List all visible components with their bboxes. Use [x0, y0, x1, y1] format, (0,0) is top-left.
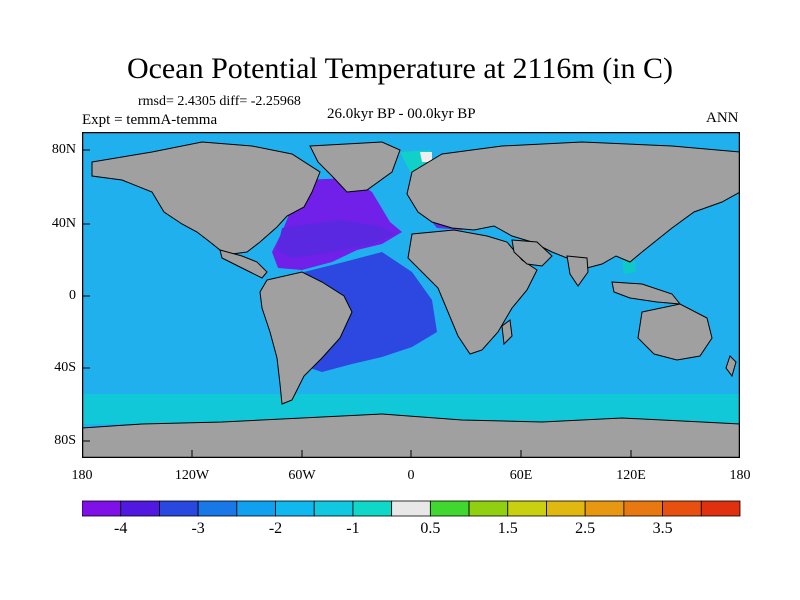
colorbar-cell	[662, 500, 702, 517]
map-plot	[82, 132, 740, 458]
new-zealand	[725, 355, 737, 378]
colorbar-label: -4	[114, 520, 128, 537]
greenland	[309, 141, 401, 193]
lat-tick-label: 40S	[54, 360, 76, 375]
madagascar	[501, 319, 513, 346]
colorbar-cell	[275, 500, 315, 517]
north-america	[91, 141, 321, 255]
stats-text: rmsd= 2.4305 diff= -2.25968	[138, 94, 301, 109]
central-america	[219, 249, 268, 279]
colorbar-label: 1.5	[497, 520, 518, 537]
colorbar-cell	[468, 500, 509, 517]
eurasia	[406, 141, 740, 269]
colorbar-cell	[120, 500, 160, 517]
colorbar-label: 2.5	[575, 520, 596, 537]
colorbar-label: 0.5	[420, 520, 441, 537]
australia	[637, 303, 713, 361]
arctic-white-patch	[420, 152, 432, 162]
colorbar-cell	[352, 500, 393, 517]
lat-tick-label: 80S	[54, 433, 76, 448]
antarctica	[82, 413, 740, 458]
colorbar	[82, 500, 741, 517]
colorbar-cell	[429, 500, 470, 517]
lon-tick-label: 0	[407, 468, 415, 483]
plot-title: Ocean Potential Temperature at 2116m (in…	[126, 52, 674, 85]
experiment-label: Expt = temmA-temma	[82, 112, 218, 128]
colorbar-cell	[546, 500, 586, 517]
southeast-asia-islands	[611, 281, 682, 305]
atlantic-south-anomaly	[304, 252, 437, 372]
africa	[407, 229, 538, 355]
colorbar-cell	[159, 500, 199, 517]
lon-tick-label: 180	[71, 468, 93, 483]
lon-tick-label: 120W	[174, 468, 210, 483]
lon-tick-label: 60E	[509, 468, 533, 483]
colorbar-cell	[313, 500, 354, 517]
colorbar-cell	[700, 500, 741, 517]
period-label: 26.0kyr BP - 00.0kyr BP	[327, 106, 476, 122]
lon-tick-label: 60W	[288, 468, 316, 483]
season-label: ANN	[706, 110, 739, 126]
colorbar-cell	[197, 500, 238, 517]
colorbar-label: -2	[268, 520, 283, 537]
lon-tick-label: 120E	[616, 468, 646, 483]
lat-tick-label: 80N	[51, 142, 76, 157]
colorbar-cell	[623, 500, 663, 517]
atlantic-north-core	[277, 220, 394, 258]
lat-tick-label: 40N	[51, 216, 76, 231]
colorbar-cell	[584, 500, 625, 517]
colorbar-label: -3	[191, 520, 205, 537]
arabia	[511, 239, 553, 267]
colorbar-cell	[507, 500, 547, 517]
lon-tick-label: 180	[729, 468, 751, 483]
colorbar-label: -1	[346, 520, 360, 537]
colorbar-label: 3.5	[652, 520, 673, 537]
colorbar-cell	[82, 500, 122, 517]
colorbar-cell	[391, 500, 431, 517]
india	[566, 255, 589, 287]
south-america	[259, 271, 353, 405]
lat-tick-label: 0	[69, 288, 76, 303]
colorbar-cell	[236, 500, 276, 517]
